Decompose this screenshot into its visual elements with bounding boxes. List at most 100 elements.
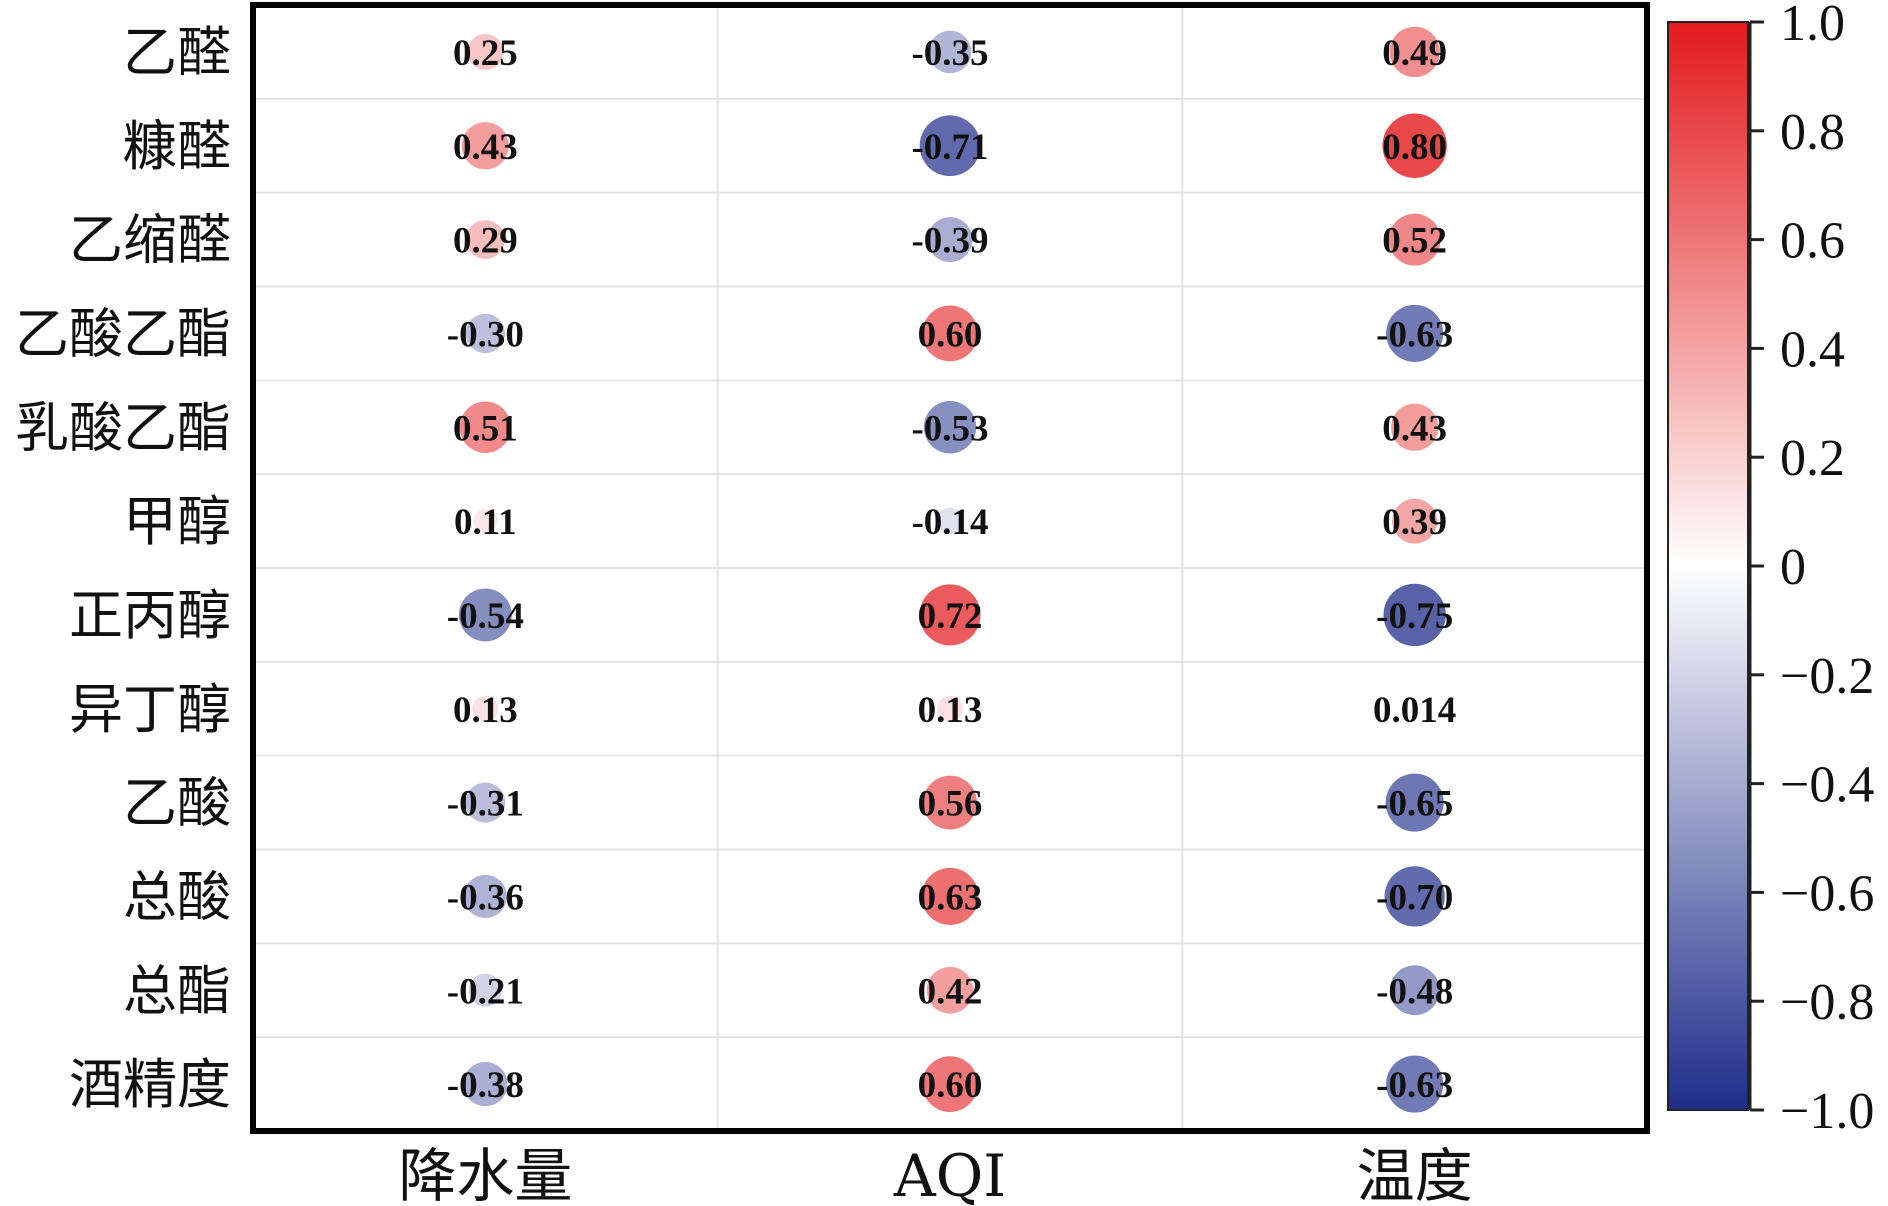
correlation-circle bbox=[468, 973, 502, 1007]
correlation-circle bbox=[1391, 403, 1439, 451]
colorbar-tick-label: 1.0 bbox=[1780, 0, 1845, 52]
value-label: 0.42 bbox=[918, 971, 983, 1012]
correlation-circle bbox=[921, 867, 979, 925]
value-label: 0.60 bbox=[918, 1065, 983, 1106]
correlation-circle bbox=[919, 115, 981, 177]
value-label: -0.48 bbox=[1376, 971, 1453, 1012]
value-label: -0.75 bbox=[1376, 596, 1453, 637]
value-label: 0.80 bbox=[1382, 127, 1447, 168]
colorbar-tick-label: 0.4 bbox=[1780, 321, 1845, 378]
value-label: -0.35 bbox=[911, 33, 988, 74]
value-label: -0.38 bbox=[447, 1065, 524, 1106]
value-label: 0.13 bbox=[453, 690, 518, 731]
correlation-circle bbox=[467, 33, 504, 70]
column-label: AQI bbox=[893, 1142, 1006, 1206]
row-label: 甲醇 bbox=[123, 490, 231, 553]
value-label: 0.56 bbox=[918, 784, 983, 825]
row-label: 乙醛 bbox=[123, 21, 231, 84]
value-label: 0.63 bbox=[918, 877, 983, 918]
value-label: -0.53 bbox=[911, 408, 988, 449]
value-label: 0.43 bbox=[1382, 408, 1447, 449]
column-labels: 降水量 AQI 温度 bbox=[398, 1142, 1472, 1206]
correlation-circle bbox=[1388, 213, 1441, 266]
value-label: -0.36 bbox=[447, 877, 524, 918]
row-label: 乙酸 bbox=[123, 772, 231, 835]
correlation-circle bbox=[458, 588, 512, 642]
row-label: 乙酸乙酯 bbox=[15, 302, 231, 365]
value-label: -0.71 bbox=[911, 127, 988, 168]
value-label: 0.51 bbox=[453, 408, 518, 449]
correlation-circle bbox=[465, 220, 505, 259]
value-label: 0.72 bbox=[918, 596, 983, 637]
value-label: -0.39 bbox=[911, 221, 988, 262]
correlation-circle bbox=[1382, 113, 1447, 178]
colorbar-tick-label: −0.4 bbox=[1780, 757, 1874, 814]
correlation-circle bbox=[459, 401, 512, 453]
correlation-circle bbox=[1410, 704, 1419, 714]
value-label: 0.29 bbox=[453, 221, 518, 262]
colorbar-gradient bbox=[1667, 21, 1749, 1111]
correlation-circle bbox=[1384, 866, 1445, 927]
colorbar-ticks: 1.0 0.8 0.6 0.4 0.2 0 −0.2 −0.4 −0.6 −0.8 −1.0 bbox=[1750, 0, 1874, 1140]
value-label: -0.54 bbox=[447, 596, 524, 637]
correlation-circle bbox=[928, 30, 972, 74]
colorbar: 1.0 0.8 0.6 0.4 0.2 0 −0.2 −0.4 −0.6 −0.8 −1.0 bbox=[1667, 0, 1874, 1140]
plot-frame bbox=[250, 2, 1650, 1134]
column-label: 降水量 bbox=[398, 1142, 572, 1206]
value-label: -0.65 bbox=[1376, 784, 1453, 825]
colorbar-tick-label: −1.0 bbox=[1780, 1083, 1874, 1140]
row-label: 乳酸乙酯 bbox=[15, 396, 231, 459]
row-label: 异丁醇 bbox=[69, 678, 231, 741]
correlation-circle bbox=[1386, 1055, 1444, 1113]
correlation-circle bbox=[937, 695, 963, 722]
correlation-circle bbox=[923, 775, 977, 830]
value-label: 0.014 bbox=[1373, 690, 1456, 731]
correlation-circle bbox=[463, 874, 507, 919]
value-label: 0.49 bbox=[1382, 33, 1447, 74]
correlation-circle bbox=[1383, 583, 1446, 647]
value-label: 0.25 bbox=[453, 33, 518, 74]
value-label: 0.60 bbox=[918, 314, 983, 355]
colorbar-tick-label: 0.2 bbox=[1780, 430, 1845, 487]
correlation-circle bbox=[472, 695, 499, 722]
value-label: 0.39 bbox=[1382, 502, 1447, 543]
correlation-circle bbox=[936, 507, 964, 535]
correlation-circle bbox=[1392, 498, 1438, 544]
value-label: -0.31 bbox=[447, 784, 524, 825]
correlation-circle bbox=[465, 782, 506, 823]
correlation-circle bbox=[919, 584, 981, 646]
correlation-circle bbox=[461, 122, 509, 170]
colorbar-tick-label: −0.2 bbox=[1780, 648, 1874, 705]
value-label: 0.43 bbox=[453, 127, 518, 168]
correlation-circle bbox=[922, 305, 978, 362]
correlation-circle bbox=[1389, 26, 1440, 78]
correlation-circle bbox=[923, 401, 977, 454]
row-label: 糠醛 bbox=[123, 115, 231, 178]
correlation-circle bbox=[465, 313, 506, 354]
column-label: 温度 bbox=[1357, 1142, 1473, 1206]
grid-lines bbox=[253, 5, 1647, 1131]
colorbar-tick-label: −0.6 bbox=[1780, 865, 1874, 922]
value-label: -0.21 bbox=[447, 971, 524, 1012]
cells: 0.25 -0.35 0.49 0.43 -0.71 0.80 0.29 -0.39 0.52 -… bbox=[447, 26, 1456, 1113]
value-label: 0.52 bbox=[1382, 221, 1447, 262]
correlation-circle bbox=[473, 509, 498, 534]
value-label: 0.11 bbox=[454, 502, 517, 543]
correlation-circle bbox=[922, 1056, 978, 1112]
row-label: 总酸 bbox=[123, 865, 231, 928]
correlation-circle bbox=[1389, 965, 1440, 1016]
value-label: -0.70 bbox=[1376, 877, 1453, 918]
correlation-circle bbox=[1385, 773, 1444, 832]
value-label: -0.63 bbox=[1376, 1065, 1453, 1106]
correlation-circle bbox=[927, 217, 973, 263]
colorbar-tick-label: 0.8 bbox=[1780, 104, 1845, 161]
row-label: 乙缩醛 bbox=[69, 209, 231, 272]
row-label: 正丙醇 bbox=[69, 584, 231, 647]
correlation-circle bbox=[463, 1061, 508, 1107]
correlation-circle bbox=[1386, 304, 1444, 362]
correlation-circle bbox=[926, 966, 974, 1014]
value-label: -0.14 bbox=[911, 502, 988, 543]
value-label: 0.13 bbox=[918, 690, 983, 731]
